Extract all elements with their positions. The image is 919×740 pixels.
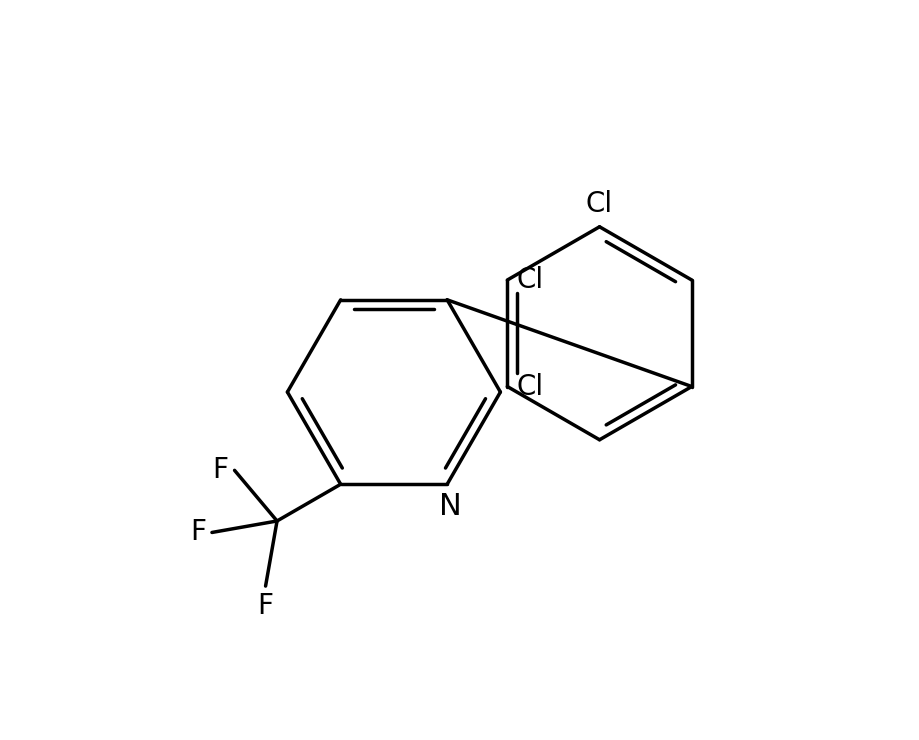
Text: Cl: Cl xyxy=(516,266,542,294)
Text: Cl: Cl xyxy=(516,372,542,400)
Text: F: F xyxy=(190,519,206,546)
Text: F: F xyxy=(212,457,229,485)
Text: F: F xyxy=(257,592,273,620)
Text: N: N xyxy=(439,491,461,521)
Text: Cl: Cl xyxy=(585,190,612,218)
